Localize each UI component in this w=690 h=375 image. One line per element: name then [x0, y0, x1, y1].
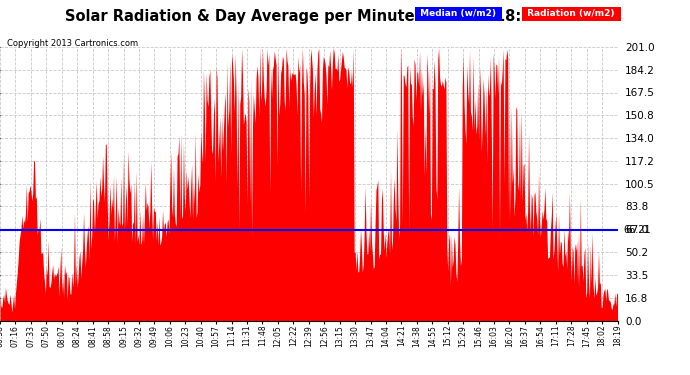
Text: Solar Radiation & Day Average per Minute Fri Oct 4 18:19: Solar Radiation & Day Average per Minute…: [66, 9, 542, 24]
Text: 66.21: 66.21: [623, 225, 651, 236]
Text: Median (w/m2): Median (w/m2): [417, 9, 500, 18]
Text: Radiation (w/m2): Radiation (w/m2): [524, 9, 618, 18]
Text: Copyright 2013 Cartronics.com: Copyright 2013 Cartronics.com: [7, 39, 138, 48]
